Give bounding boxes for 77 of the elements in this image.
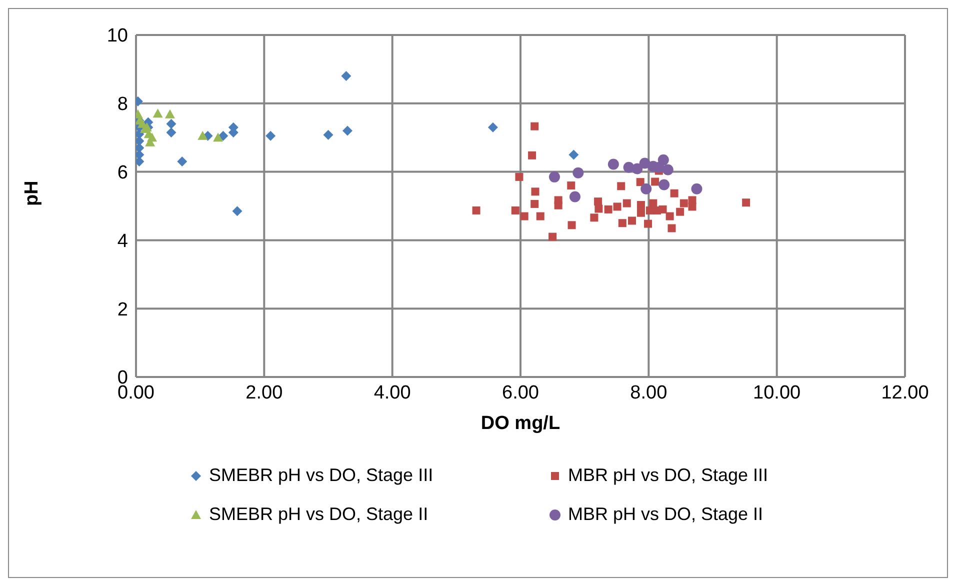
point xyxy=(688,202,696,211)
point xyxy=(636,200,645,209)
x-tick-label: 12.00 xyxy=(881,382,929,404)
point xyxy=(658,205,667,214)
point xyxy=(668,224,676,232)
point xyxy=(528,151,536,160)
point xyxy=(636,208,645,217)
x-tick-label: 4.00 xyxy=(374,382,411,404)
x-tick-label: 6.00 xyxy=(502,382,539,404)
point xyxy=(628,216,636,225)
point xyxy=(649,199,658,208)
point xyxy=(531,188,540,196)
point xyxy=(572,167,584,178)
point xyxy=(266,130,276,141)
point xyxy=(530,200,539,208)
point xyxy=(680,199,688,208)
point xyxy=(658,179,670,190)
point xyxy=(511,206,520,214)
legend-label: SMEBR pH vs DO, Stage II xyxy=(209,504,428,525)
point xyxy=(632,163,643,174)
point xyxy=(617,182,626,190)
y-tick-label: 4 xyxy=(117,230,128,252)
point xyxy=(644,220,652,228)
y-tick-label: 10 xyxy=(106,26,128,47)
x-tick-label: 2.00 xyxy=(246,382,283,404)
y-tick-label: 2 xyxy=(117,299,128,320)
point xyxy=(341,71,352,82)
point xyxy=(567,181,576,190)
point xyxy=(548,232,557,241)
y-axis-title: pH xyxy=(22,180,43,206)
point xyxy=(554,201,562,210)
point xyxy=(164,109,175,118)
point xyxy=(198,130,208,140)
point xyxy=(662,164,674,176)
x-axis-title: DO mg/L xyxy=(480,413,560,434)
point xyxy=(670,189,678,198)
x-tick-label: 8.00 xyxy=(630,382,668,404)
point xyxy=(594,204,603,213)
point xyxy=(152,108,163,118)
point xyxy=(604,205,612,214)
point xyxy=(608,158,619,170)
point xyxy=(742,198,750,207)
point xyxy=(636,178,644,186)
point xyxy=(213,132,224,142)
point xyxy=(666,212,674,220)
y-tick-label: 6 xyxy=(117,162,128,184)
point xyxy=(520,212,528,220)
point xyxy=(323,130,334,140)
point xyxy=(166,127,176,138)
legend-label: MBR pH vs DO, Stage III xyxy=(568,465,768,486)
point xyxy=(548,171,560,182)
point xyxy=(640,183,652,194)
point xyxy=(676,208,684,216)
x-tick-label: 10.00 xyxy=(753,382,801,404)
point xyxy=(568,221,576,230)
point xyxy=(530,122,539,130)
point xyxy=(658,154,669,166)
point xyxy=(177,156,188,167)
point xyxy=(536,212,544,220)
point xyxy=(613,202,622,211)
point xyxy=(651,178,660,186)
point xyxy=(691,183,702,194)
point xyxy=(569,191,580,202)
point xyxy=(147,132,158,142)
point xyxy=(488,122,498,132)
point xyxy=(232,206,242,216)
point xyxy=(342,126,352,136)
point xyxy=(515,172,524,181)
point xyxy=(618,219,626,228)
point xyxy=(166,118,176,129)
point xyxy=(622,199,631,208)
legend-label: SMEBR pH vs DO, Stage III xyxy=(209,465,434,486)
y-tick-label: 8 xyxy=(117,94,128,116)
point xyxy=(568,150,579,160)
point xyxy=(590,214,598,222)
point xyxy=(472,206,480,214)
legend-label: MBR pH vs DO, Stage II xyxy=(568,504,764,525)
